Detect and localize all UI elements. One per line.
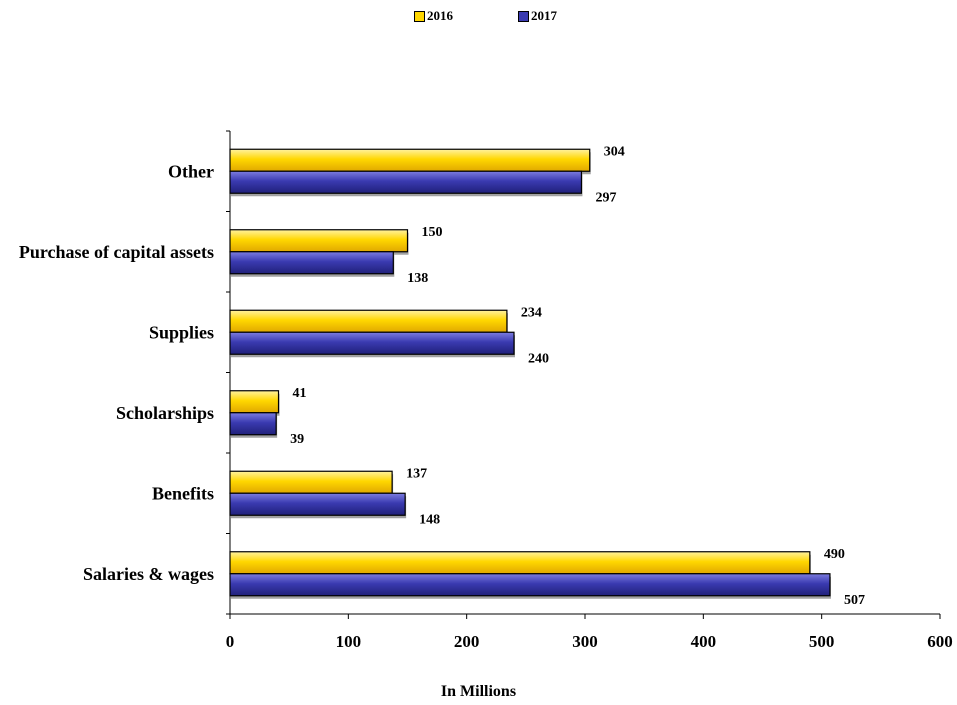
data-label: 490 — [824, 547, 845, 562]
data-label: 148 — [419, 512, 440, 527]
data-label: 234 — [521, 305, 542, 320]
category-label: Other — [168, 161, 214, 181]
data-label: 297 — [595, 190, 616, 205]
data-label: 150 — [422, 225, 443, 240]
x-tick-label: 100 — [336, 632, 362, 651]
category-label: Scholarships — [116, 403, 214, 423]
data-label: 240 — [528, 351, 549, 366]
labels: 0 100 200 300 400 500 600 Salaries & wages 490 50… — [19, 144, 953, 651]
axes — [226, 130, 941, 619]
bar-2017 — [229, 492, 406, 516]
x-tick-label: 200 — [454, 632, 480, 651]
category-label: Benefits — [152, 483, 214, 503]
bar-2016 — [229, 470, 393, 494]
legend: 2016 2017 — [0, 8, 957, 28]
bar-2016 — [229, 309, 508, 333]
data-label: 41 — [293, 386, 307, 401]
data-label: 138 — [407, 271, 428, 286]
bar-2017 — [229, 251, 394, 275]
legend-label-2017: 2017 — [531, 8, 557, 23]
legend-label-2016: 2016 — [427, 8, 453, 23]
data-label: 137 — [406, 466, 427, 481]
data-label: 507 — [844, 593, 865, 608]
bar-2017 — [229, 573, 831, 597]
bar-2016 — [229, 229, 409, 253]
legend-swatch-2017 — [518, 10, 529, 22]
x-tick-label: 600 — [927, 632, 953, 651]
bar-2016 — [229, 390, 280, 414]
x-tick-label: 500 — [809, 632, 835, 651]
category-label: Supplies — [149, 322, 214, 342]
bars — [229, 148, 831, 599]
legend-item-2016: 2016 — [414, 8, 453, 24]
bar-2017 — [229, 170, 583, 194]
x-tick-label: 0 — [226, 632, 235, 651]
category-label: Purchase of capital assets — [19, 242, 214, 262]
bar-2017 — [229, 412, 277, 436]
data-label: 304 — [604, 144, 625, 159]
x-tick-label: 400 — [691, 632, 717, 651]
x-axis-title: In Millions — [440, 683, 517, 700]
category-label: Salaries & wages — [83, 564, 214, 584]
bar-2016 — [229, 551, 811, 575]
bar-2017 — [229, 331, 515, 355]
legend-item-2017: 2017 — [518, 8, 557, 24]
data-label: 39 — [290, 432, 304, 447]
bar-2016 — [229, 148, 591, 172]
legend-swatch-2016 — [414, 10, 425, 22]
x-tick-label: 300 — [572, 632, 598, 651]
